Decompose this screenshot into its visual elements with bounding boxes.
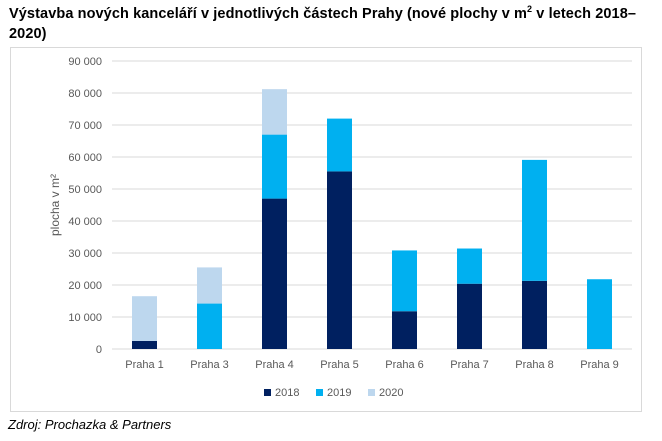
x-tick-label: Praha 3 <box>190 359 229 371</box>
y-tick-label: 0 <box>96 344 102 356</box>
bar-2018 <box>522 280 547 349</box>
bar-2018 <box>327 171 352 349</box>
bar-2020 <box>197 267 222 304</box>
bar-2019 <box>262 134 287 199</box>
x-tick-label: Praha 8 <box>515 359 554 371</box>
y-tick-label: 50 000 <box>68 184 102 196</box>
y-tick-label: 10 000 <box>68 312 102 324</box>
bar-2019 <box>587 279 612 349</box>
bar-2020 <box>132 296 157 341</box>
chart-title: Výstavba nových kanceláří v jednotlivých… <box>9 4 637 42</box>
x-tick-label: Praha 9 <box>580 359 619 371</box>
legend-swatch-2018 <box>264 389 271 396</box>
y-tick-label: 30 000 <box>68 248 102 260</box>
legend-label: 2018 <box>275 387 299 399</box>
bar-2020 <box>262 89 287 135</box>
x-tick-label: Praha 1 <box>125 359 164 371</box>
y-tick-label: 80 000 <box>68 88 102 100</box>
bar-2019 <box>327 118 352 172</box>
y-tick-label: 90 000 <box>68 56 102 68</box>
legend-label: 2020 <box>379 387 403 399</box>
bar-2018 <box>392 311 417 349</box>
legend-swatch-2019 <box>316 389 323 396</box>
y-tick-label: 40 000 <box>68 216 102 228</box>
x-tick-label: Praha 5 <box>320 359 359 371</box>
legend-swatch-2020 <box>368 389 375 396</box>
source-note: Zdroj: Prochazka & Partners <box>8 417 172 432</box>
bar-2019 <box>457 248 482 284</box>
bar-2019 <box>392 250 417 312</box>
y-tick-label: 70 000 <box>68 120 102 132</box>
legend-label: 2019 <box>327 387 351 399</box>
x-tick-label: Praha 4 <box>255 359 294 371</box>
bar-2018 <box>132 341 157 349</box>
y-tick-label: 60 000 <box>68 152 102 164</box>
bar-2018 <box>457 283 482 349</box>
y-axis-label: plocha v m² <box>48 174 62 236</box>
x-tick-label: Praha 6 <box>385 359 424 371</box>
x-tick-label: Praha 7 <box>450 359 489 371</box>
bar-2019 <box>522 159 547 281</box>
y-tick-label: 20 000 <box>68 280 102 292</box>
chart-frame <box>10 47 642 412</box>
bar-2018 <box>262 198 287 349</box>
bar-2019 <box>197 303 222 349</box>
